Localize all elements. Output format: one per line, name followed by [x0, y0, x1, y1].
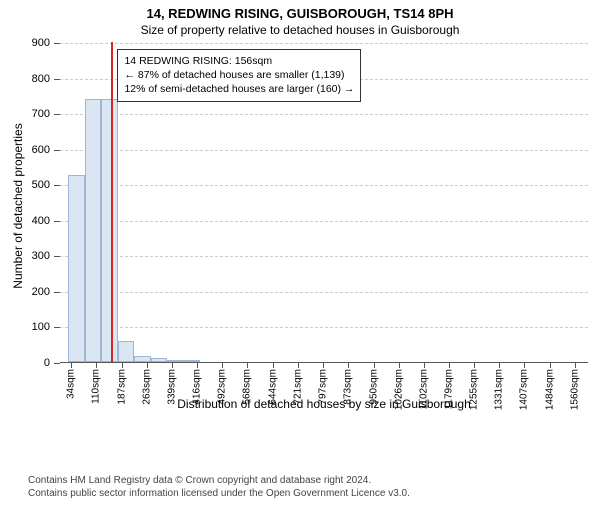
- x-tick: [71, 363, 72, 368]
- annotation-line2: ← 87% of detached houses are smaller (1,…: [124, 68, 354, 82]
- y-tick: [54, 79, 60, 80]
- y-tick: [54, 292, 60, 293]
- x-tick: [172, 363, 173, 368]
- y-tick-label: 0: [44, 357, 50, 369]
- x-tick: [197, 363, 198, 368]
- y-tick: [54, 185, 60, 186]
- x-tick: [449, 363, 450, 368]
- property-marker-line: [111, 42, 113, 362]
- x-tick: [374, 363, 375, 368]
- x-tick: [122, 363, 123, 368]
- y-axis-label: Number of detached properties: [11, 123, 25, 288]
- y-tick: [54, 221, 60, 222]
- x-tick: [247, 363, 248, 368]
- histogram-bar: [118, 341, 135, 362]
- x-tick: [298, 363, 299, 368]
- x-tick: [273, 363, 274, 368]
- y-tick-label: 600: [32, 144, 50, 156]
- y-tick-label: 100: [32, 321, 50, 333]
- chart-area: 14 REDWING RISING: 156sqm ← 87% of detac…: [60, 43, 588, 413]
- histogram-bar: [85, 99, 102, 362]
- plot-area: 14 REDWING RISING: 156sqm ← 87% of detac…: [60, 43, 588, 363]
- footer-line2: Contains public sector information licen…: [28, 487, 410, 500]
- x-tick: [550, 363, 551, 368]
- y-tick: [54, 327, 60, 328]
- x-tick-label: 34sqm: [66, 369, 77, 399]
- y-tick: [54, 43, 60, 44]
- x-tick: [575, 363, 576, 368]
- x-tick: [348, 363, 349, 368]
- histogram-bar: [184, 360, 201, 362]
- x-tick: [96, 363, 97, 368]
- x-tick: [222, 363, 223, 368]
- histogram-bar: [101, 99, 118, 362]
- y-tick-label: 200: [32, 286, 50, 298]
- x-tick: [524, 363, 525, 368]
- x-tick: [474, 363, 475, 368]
- histogram-bar: [167, 360, 184, 362]
- page-subtitle: Size of property relative to detached ho…: [0, 23, 600, 37]
- x-tick: [323, 363, 324, 368]
- y-tick: [54, 150, 60, 151]
- annotation-line3: 12% of semi-detached houses are larger (…: [124, 82, 354, 96]
- histogram-bar: [68, 175, 85, 362]
- annotation-box: 14 REDWING RISING: 156sqm ← 87% of detac…: [117, 49, 361, 102]
- x-tick: [424, 363, 425, 368]
- footer-attribution: Contains HM Land Registry data © Crown c…: [28, 474, 410, 500]
- y-tick-label: 400: [32, 215, 50, 227]
- y-tick-label: 800: [32, 73, 50, 85]
- x-tick: [147, 363, 148, 368]
- histogram-bar: [134, 356, 151, 362]
- y-axis: 0100200300400500600700800900: [52, 43, 60, 363]
- x-tick: [399, 363, 400, 368]
- x-tick: [499, 363, 500, 368]
- y-tick-label: 900: [32, 37, 50, 49]
- y-tick-label: 300: [32, 250, 50, 262]
- x-axis-label: Distribution of detached houses by size …: [60, 397, 588, 411]
- footer-line1: Contains HM Land Registry data © Crown c…: [28, 474, 410, 487]
- y-tick: [54, 114, 60, 115]
- y-tick-label: 500: [32, 179, 50, 191]
- y-tick: [54, 256, 60, 257]
- y-tick-label: 700: [32, 108, 50, 120]
- histogram-bar: [151, 358, 168, 362]
- page-title: 14, REDWING RISING, GUISBOROUGH, TS14 8P…: [0, 6, 600, 21]
- annotation-line1: 14 REDWING RISING: 156sqm: [124, 54, 354, 68]
